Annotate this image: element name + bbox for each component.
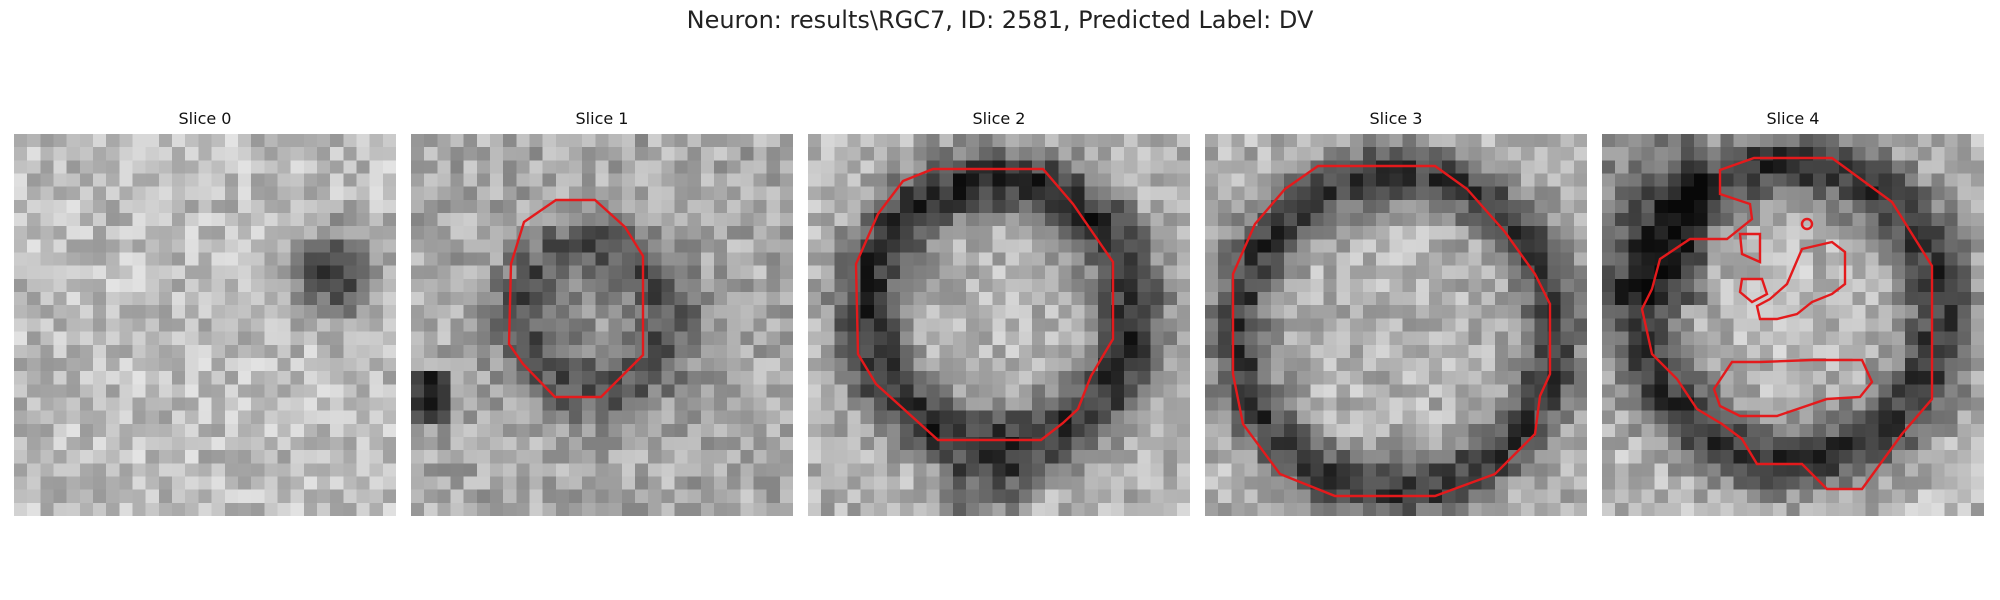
slice-1-title: Slice 1 <box>575 109 629 128</box>
slice-4-contours <box>1640 156 1934 491</box>
slice-2-panel: Slice 2 <box>808 108 1190 516</box>
slice-2-pixels <box>808 134 1190 516</box>
slice-1-panel: Slice 1 <box>411 108 793 516</box>
slice-2-image <box>808 134 1190 516</box>
slice-1-contour <box>507 198 645 399</box>
slice-2-title: Slice 2 <box>972 109 1026 128</box>
slice-3-panel: Slice 3 <box>1205 108 1587 516</box>
slice-0-panel: Slice 0 <box>14 108 396 516</box>
slice-3-image <box>1205 134 1587 516</box>
slice-4-contour-outer <box>1640 156 1934 491</box>
slice-4-contour-dot <box>1800 217 1814 231</box>
slice-4-panel: Slice 4 <box>1602 108 1984 516</box>
slice-0-image <box>14 134 396 516</box>
slice-4-title: Slice 4 <box>1766 109 1820 128</box>
slice-0-title: Slice 0 <box>178 109 232 128</box>
slice-3-title: Slice 3 <box>1369 109 1423 128</box>
slice-4-contour-b <box>1738 277 1769 304</box>
slice-4-image <box>1602 134 1984 516</box>
slice-2-contour <box>854 167 1115 442</box>
slice-4-contour-a <box>1738 232 1762 264</box>
slice-4-contour-c <box>1712 358 1874 418</box>
figure-title: Neuron: results\RGC7, ID: 2581, Predicte… <box>686 6 1314 34</box>
slice-1-pixels <box>411 134 793 516</box>
slice-3-contour <box>1231 164 1552 498</box>
slice-0-pixels <box>14 134 396 516</box>
slice-3-pixels <box>1205 134 1587 516</box>
slice-1-image <box>411 134 793 516</box>
slice-4-contour-d <box>1755 240 1847 321</box>
slice-4-pixels <box>1602 134 1984 516</box>
